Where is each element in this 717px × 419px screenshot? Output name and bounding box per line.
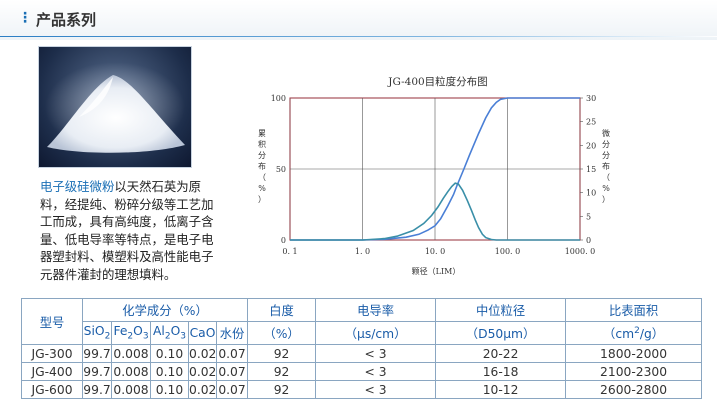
x-tick-label: 100. 0 (495, 247, 520, 256)
axis-label-char: ） (258, 195, 266, 204)
header-conductivity: 电导率 (315, 298, 437, 322)
x-axis-label: 颗径（LIM） (412, 266, 461, 276)
x-tick-label: 1000. 0 (565, 247, 596, 256)
table-cell: 1800-2000 (565, 344, 703, 363)
table-cell: 92 (247, 362, 317, 381)
chart-grid (289, 97, 583, 241)
header-chemical: 化学成分（%） (81, 298, 249, 322)
table-cell: 0.02 (188, 380, 217, 399)
table-cell: 0.07 (215, 380, 249, 399)
axis-label-char: ） (602, 195, 610, 204)
powder-pile-illustration (45, 62, 185, 153)
header-cao: CaO (188, 321, 217, 345)
spec-table: 型号 化学成分（%） 白度 电导率 中位粒径 比表面积 SiO2 Fe2O3 A… (21, 298, 703, 399)
table-cell: JG-300 (21, 344, 83, 363)
table-row: JG-600 99.7 0.008 0.10 0.02 0.07 92 < 3 10-12 260… (21, 380, 703, 399)
axis-label-char: 分 (258, 151, 266, 160)
x-tick-label: 1. 0 (355, 247, 370, 256)
x-axis-ticks: 0. 1 1. 0 10. 0 100. 0 1000. 0 (282, 247, 595, 256)
header-al2o3: Al2O3 (150, 321, 189, 345)
table-cell: 92 (247, 344, 317, 363)
table-cell: 0.07 (215, 362, 249, 381)
series-cumulative-line (290, 97, 580, 241)
table-cell: 0.02 (188, 344, 217, 363)
table-cell: 0.07 (215, 344, 249, 363)
header-moisture: 水份 (215, 321, 249, 345)
table-cell: 99.7 (82, 344, 112, 363)
axis-label-char: 微 (602, 128, 610, 138)
header-sio2: SiO2 (82, 321, 112, 345)
axis-label-char: 布 (258, 161, 266, 171)
table-cell: 0.10 (150, 362, 189, 381)
header-surface-area: 比表面积 (565, 298, 703, 322)
header-whiteness-unit: （%） (247, 321, 317, 345)
table-cell: 0.008 (111, 380, 151, 399)
product-name: 电子级硅微粉 (40, 179, 115, 194)
header-divider (0, 36, 717, 37)
header-fe2o3: Fe2O3 (111, 321, 151, 345)
table-cell: 0.10 (150, 344, 189, 363)
table-cell: < 3 (315, 344, 437, 363)
table-cell: 0.008 (111, 362, 151, 381)
table-cell: 0.008 (111, 344, 151, 363)
header-d50: 中位粒径 (435, 298, 567, 322)
axis-label-char: 分 (602, 151, 610, 160)
axis-label-char: 分 (602, 140, 610, 149)
right-tick-label: 30 (586, 94, 596, 103)
table-row: JG-300 99.7 0.008 0.10 0.02 0.07 92 < 3 20-22 180… (21, 344, 703, 363)
table-cell: 99.7 (82, 362, 112, 381)
table-cell: JG-400 (21, 362, 83, 381)
table-cell: 16-18 (435, 362, 567, 381)
chart-title: JG-400目粒度分布图 (387, 75, 487, 88)
x-tick-label: 10. 0 (425, 247, 445, 256)
left-tick-label: 100 (271, 94, 286, 103)
product-description: 电子级硅微粉以天然石英为原料，经提纯、粉碎分级等工艺加工而成，具有高纯度，低离子… (40, 178, 218, 283)
right-tick-label: 10 (586, 189, 596, 198)
table-cell: 2100-2300 (565, 362, 703, 381)
axis-label-char: 累 (258, 129, 266, 138)
right-tick-label: 15 (586, 165, 596, 174)
table-cell: 2600-2800 (565, 380, 703, 399)
header-whiteness: 白度 (247, 298, 317, 322)
axis-label-char: 布 (602, 161, 610, 171)
table-cell: 92 (247, 380, 317, 399)
table-cell: 0.10 (150, 380, 189, 399)
right-axis-ticks: 0 5 10 15 20 25 30 (586, 94, 596, 245)
description-text: 以天然石英为原料，经提纯、粉碎分级等工艺加工而成，具有高纯度，低离子含量、低电导… (40, 179, 214, 282)
table-cell: 99.7 (82, 380, 112, 399)
series-differential-line (290, 182, 580, 241)
header-surface-unit: （cm2/g） (565, 321, 703, 345)
header-conductivity-unit: （μs/cm） (315, 321, 437, 345)
right-tick-label: 0 (586, 236, 591, 245)
spec-table-body: JG-300 99.7 0.008 0.10 0.02 0.07 92 < 3 20-22 180… (21, 344, 703, 399)
header-model: 型号 (21, 298, 83, 345)
right-tick-label: 20 (586, 141, 596, 150)
particle-size-chart: JG-400目粒度分布图 0 50 100 0 5 10 15 20 25 30 0. 1 1. … (258, 75, 610, 276)
table-cell: < 3 (315, 380, 437, 399)
right-tick-label: 25 (586, 118, 596, 127)
product-image (38, 46, 192, 168)
axis-label-char: % (258, 184, 266, 193)
section-title: 产品系列 (36, 11, 97, 29)
table-cell: 0.02 (188, 362, 217, 381)
table-cell: 10-12 (435, 380, 567, 399)
axis-label-char: 积 (258, 139, 266, 149)
axis-label-char: （ (602, 173, 610, 182)
axis-label-char: % (602, 184, 610, 193)
section-header: ⋮ 产品系列 (0, 0, 717, 40)
table-cell: JG-600 (21, 380, 83, 399)
table-row: JG-400 99.7 0.008 0.10 0.02 0.07 92 < 3 16-18 210… (21, 362, 703, 381)
left-tick-label: 50 (276, 165, 286, 174)
axis-label-char: （ (258, 173, 266, 182)
header-d50-unit: （D50μm） (435, 321, 567, 345)
left-tick-label: 0 (281, 236, 286, 245)
table-cell: 20-22 (435, 344, 567, 363)
right-tick-label: 5 (586, 212, 591, 221)
table-cell: < 3 (315, 362, 437, 381)
x-tick-label: 0. 1 (282, 247, 297, 256)
left-axis-ticks: 0 50 100 (271, 94, 286, 245)
bullet-icon: ⋮ (18, 10, 32, 26)
